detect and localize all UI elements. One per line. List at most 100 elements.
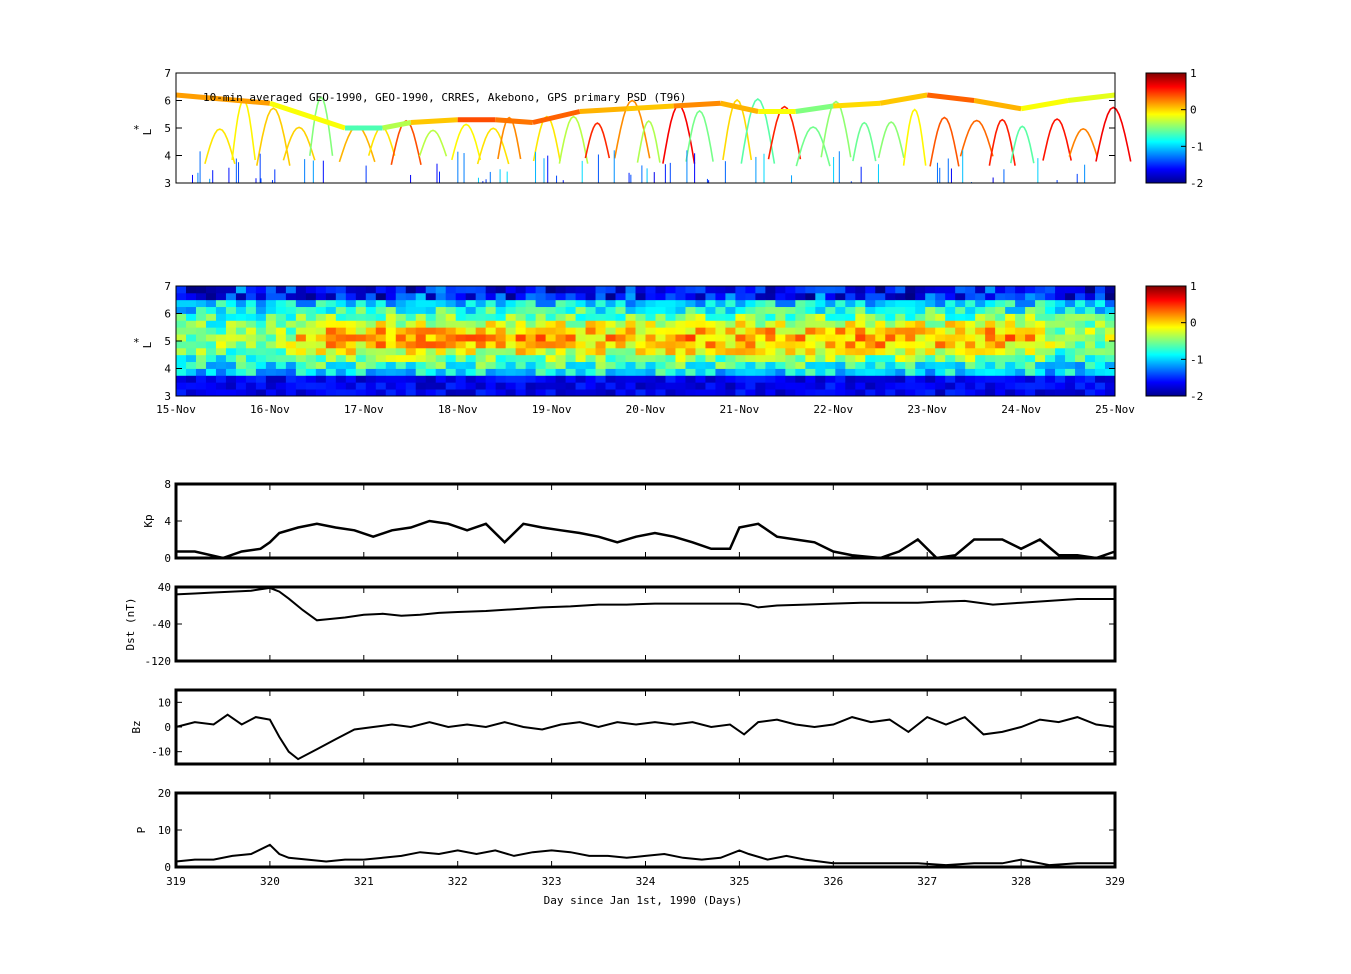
psd-assimilated-cell — [176, 354, 187, 363]
kp-panel: Kp 048 — [142, 478, 1117, 565]
psd-assimilated-cell — [665, 334, 676, 342]
psd-assimilated-cell — [1105, 334, 1116, 342]
psd-assimilated-cell — [305, 347, 317, 356]
psd-assimilated-cell — [285, 306, 297, 314]
psd-assimilated-cell — [755, 368, 766, 376]
psd-assimilated-cell — [495, 368, 507, 376]
psd-assimilated-cell — [645, 375, 656, 383]
psd-assimilated-cell — [635, 347, 646, 356]
psd-assimilated-cell — [335, 292, 347, 301]
psd-primary-arc-14 — [584, 122, 611, 159]
psd-assimilated-cell — [445, 299, 457, 308]
psd-assimilated-cell — [455, 334, 467, 342]
psd-assimilated-cell — [845, 389, 856, 397]
psd-primary-arc-4 — [309, 96, 334, 156]
psd-assimilated-cell — [545, 341, 556, 349]
psd-assimilated-cell — [385, 292, 397, 301]
psd-assimilated-cell — [555, 306, 566, 314]
psd-assimilated-cell — [1005, 327, 1016, 335]
psd-assimilated-cell — [775, 320, 786, 328]
psd-assimilated-cell — [245, 286, 257, 294]
psd-assimilated-cell — [1085, 299, 1096, 308]
psd-assimilated-cell — [435, 313, 447, 321]
psd-assimilated-cell — [485, 382, 497, 390]
psd-assimilated-cell — [1065, 368, 1076, 376]
psd-assimilated-cell — [395, 389, 407, 397]
psd-assimilated-cell — [745, 320, 756, 328]
psd-assimilated-cell — [935, 375, 946, 383]
psd-assimilated-cell — [245, 327, 257, 335]
psd-assimilated-cell — [215, 320, 227, 328]
psd-assimilated-cell — [485, 341, 497, 349]
psd-assimilated-cell — [255, 354, 267, 363]
psd-assimilated-cell — [1035, 286, 1046, 294]
psd-assimilated-cell — [855, 361, 866, 369]
psd-assimilated-cell — [715, 320, 726, 328]
psd-assimilated-cell — [655, 286, 666, 294]
psd-assimilated-cell — [325, 389, 337, 397]
psd-assimilated-cell — [355, 320, 367, 328]
psd-assimilated-cell — [675, 299, 686, 308]
psd-assimilated-cell — [975, 327, 986, 335]
psd-assimilated-cell — [615, 382, 626, 390]
pressure-ytick-2: 20 — [158, 787, 171, 800]
psd-assimilated-cell — [176, 313, 187, 321]
psd-assimilated-cell — [955, 313, 966, 321]
psd-assimilated-cell — [715, 306, 726, 314]
psd-assimilated-cell — [555, 361, 566, 369]
psd-assimilated-cell — [1095, 334, 1106, 342]
psd-assimilated-cell — [395, 354, 407, 363]
psd-assimilated-cell — [305, 368, 317, 376]
psd-assimilated-cell — [485, 375, 497, 383]
psd-assimilated-cell — [715, 382, 726, 390]
psd-assimilated-cell — [565, 375, 576, 383]
psd-assimilated-cell — [955, 341, 966, 349]
psd-assimilated-cell — [595, 299, 606, 308]
psd-assimilated-cell — [295, 327, 307, 335]
psd-assimilated-cell — [625, 313, 636, 321]
psd-assimilated-cell — [1085, 341, 1096, 349]
psd-primary-arc-9 — [451, 123, 482, 161]
psd-assimilated-cell — [425, 382, 437, 390]
psd-assimilated-cell — [1005, 341, 1016, 349]
psd-assimilated-cell — [255, 313, 267, 321]
psd-assimilated-cell — [945, 361, 956, 369]
psd-assimilated-cell — [705, 368, 716, 376]
psd-assimilated-cell — [805, 375, 816, 383]
psd-assimilated-cell — [765, 354, 776, 363]
psd-assimilated-cell — [395, 320, 407, 328]
psd-assimilated-cell — [305, 286, 317, 294]
psd-assimilated-cell — [725, 361, 736, 369]
psd-assimilated-cell — [215, 382, 227, 390]
psd-assimilated-cell — [1105, 292, 1116, 301]
psd-assimilated-cell — [435, 375, 447, 383]
psd-assimilated-cell — [665, 382, 676, 390]
psd-assimilated-cell — [405, 292, 417, 301]
psd-assimilated-cell — [825, 354, 836, 363]
psd-assimilated-cell — [855, 382, 866, 390]
psd-primary-geo-segment-11 — [720, 100, 759, 114]
psd-assimilated-cell — [615, 313, 626, 321]
psd-assimilated-cell — [785, 320, 796, 328]
psd-assimilated-cell — [615, 354, 626, 363]
psd-assimilated-cell — [275, 286, 287, 294]
psd-assimilated-cell — [225, 361, 237, 369]
psd-assimilated-cell — [725, 306, 736, 314]
psd-assimilated-cell — [635, 361, 646, 369]
psd-assimilated-cell — [265, 375, 277, 383]
psd-assimilated-cell — [195, 334, 207, 342]
psd-assimilated-cell — [1055, 382, 1066, 390]
psd-assimilated-cell — [775, 341, 786, 349]
psd-assimilated-cell — [355, 347, 367, 356]
psd-assimilated-cell — [315, 361, 327, 369]
psd-assimilated-cell — [295, 354, 307, 363]
psd-assimilated-cell — [865, 299, 876, 308]
psd-assimilated-cell — [265, 368, 277, 376]
psd-assimilated-cell — [485, 347, 497, 356]
psd-assimilated-cell — [435, 382, 447, 390]
psd-assimilated-cell — [475, 389, 487, 397]
psd-assimilated-cell — [285, 313, 297, 321]
psd-assimilated-cell — [895, 389, 906, 397]
psd-assimilated-cell — [705, 313, 716, 321]
